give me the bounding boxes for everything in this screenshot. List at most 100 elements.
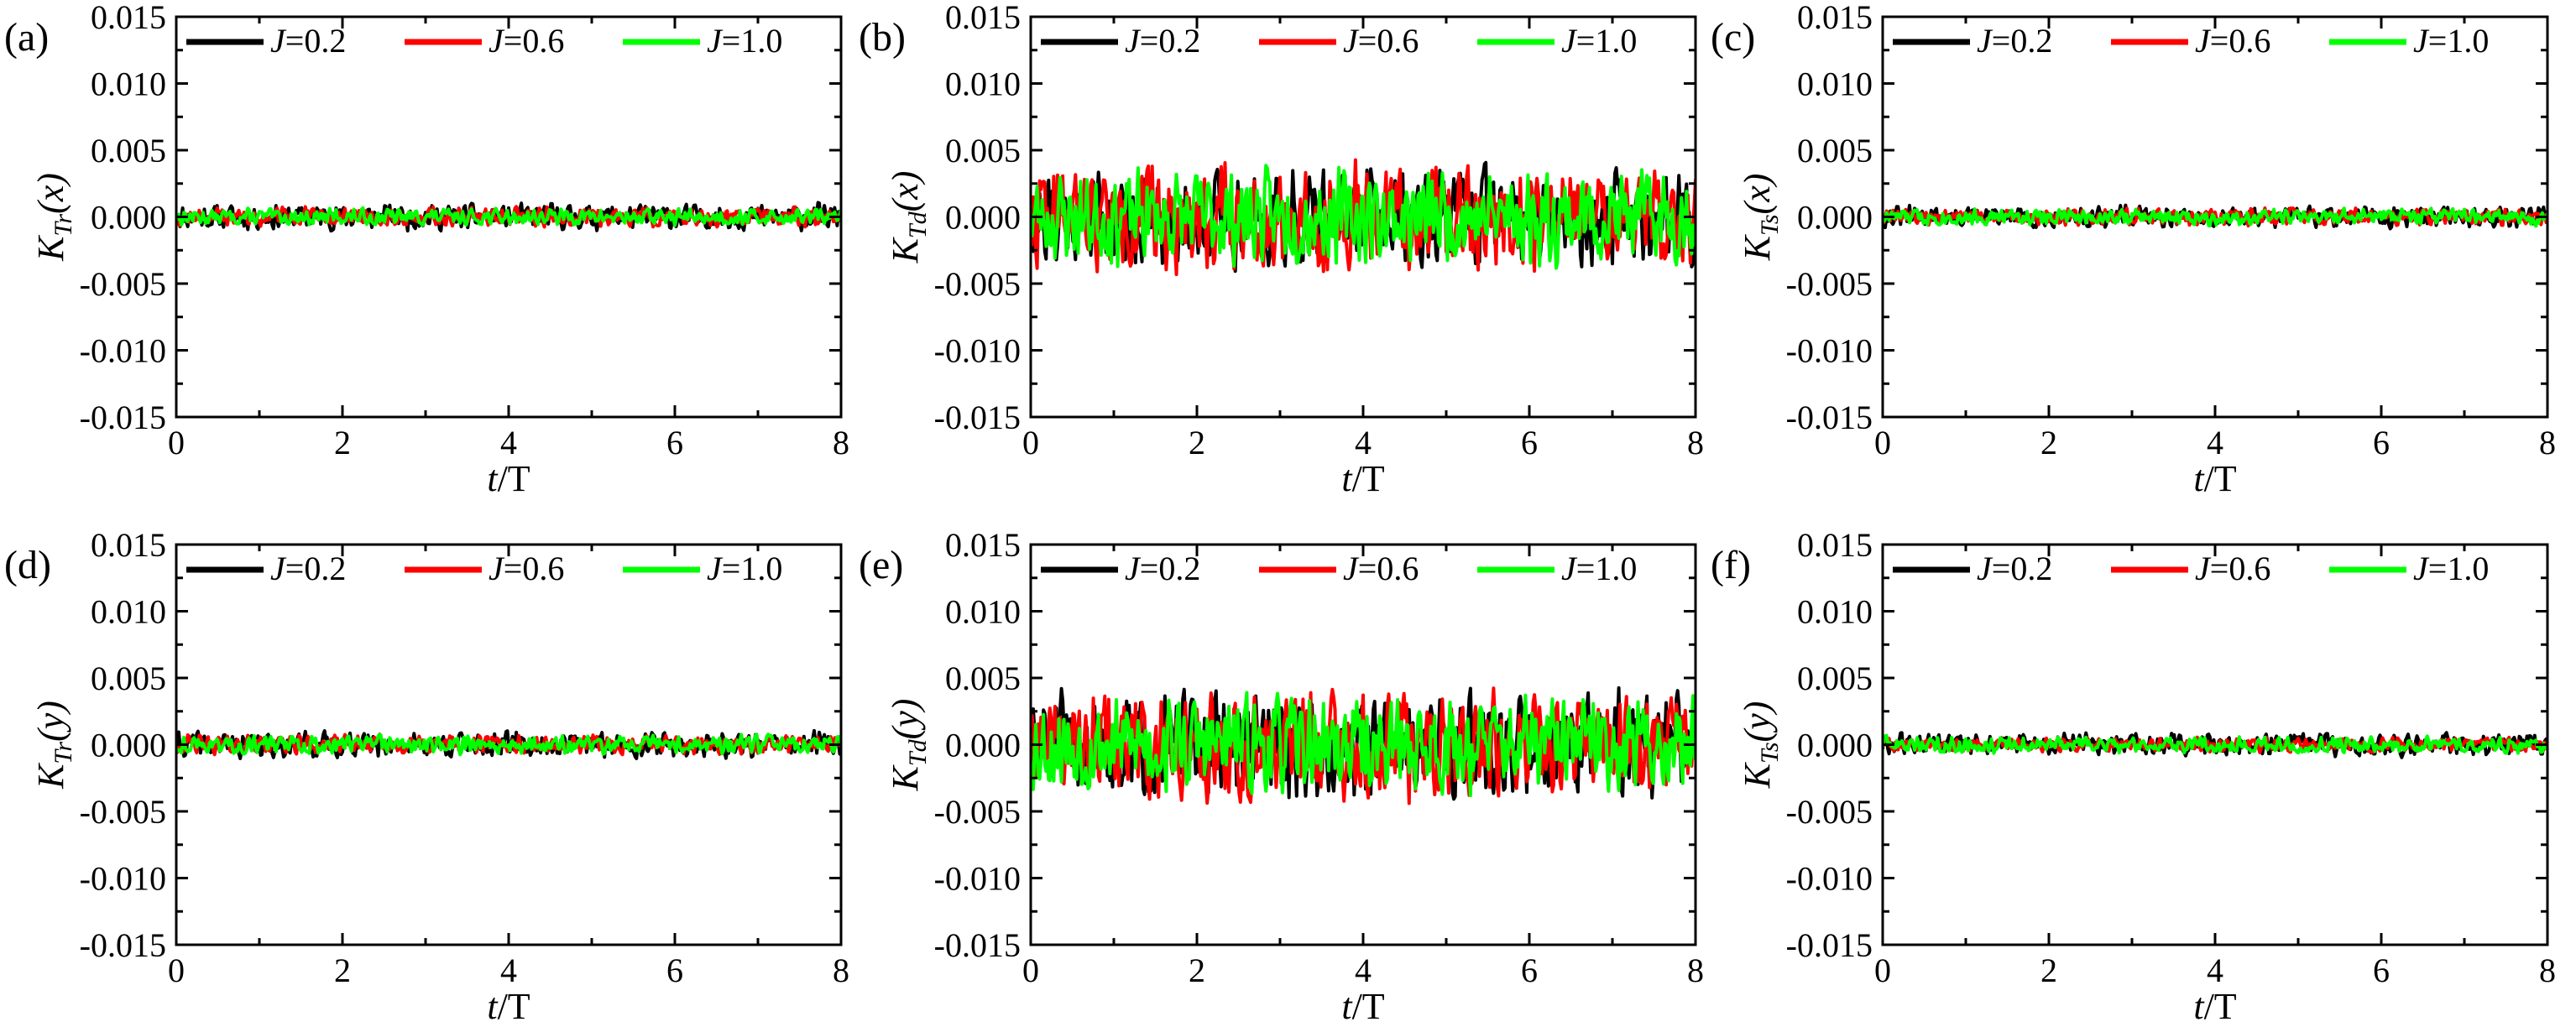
- y-tick-label: 0.010: [91, 593, 166, 631]
- legend: J=0.2 J=0.6 J=1.0: [186, 550, 782, 587]
- legend-label: J=0.2: [270, 550, 346, 587]
- y-tick-label: 0.000: [945, 727, 1021, 764]
- y-tick-label: 0.005: [1797, 132, 1873, 169]
- y-tick-label: 0.015: [91, 526, 166, 564]
- panel-b: -0.015 -0.010 -0.005 0.000 0.005 0.010 0.015 0 2…: [859, 0, 1704, 499]
- x-tick-label: 0: [168, 951, 185, 989]
- y-tick-label: -0.005: [934, 793, 1021, 831]
- x-axis-title: t/T: [2193, 986, 2236, 1027]
- series-group: [1031, 158, 1696, 277]
- y-tick-label: -0.005: [1786, 265, 1873, 303]
- x-tick-label: 2: [2040, 424, 2057, 461]
- y-tick-label: 0.000: [91, 727, 166, 764]
- panel-f: -0.015 -0.010 -0.005 0.000 0.005 0.010 0.015 0 2…: [1711, 526, 2556, 1027]
- y-tick-label: -0.010: [1786, 860, 1873, 898]
- series-line-J10: [176, 732, 841, 757]
- x-tick-label: 2: [334, 424, 351, 461]
- x-tick-label: 2: [334, 951, 351, 989]
- y-axis-title: KTd(x): [885, 171, 932, 264]
- legend: J=0.2 J=0.6 J=1.0: [1893, 22, 2489, 60]
- x-axis-title: t/T: [1341, 458, 1384, 499]
- y-tick-label: 0.015: [1797, 526, 1873, 564]
- legend-label: J=1.0: [1561, 550, 1637, 587]
- legend-label: J=0.6: [489, 22, 564, 60]
- x-tick-label: 0: [1874, 424, 1891, 461]
- x-tick-label: 6: [666, 424, 683, 461]
- x-tick-label: 2: [2040, 951, 2057, 989]
- series-group: [176, 728, 841, 760]
- legend-label: J=0.6: [1343, 22, 1419, 60]
- legend-label: J=0.6: [489, 550, 564, 587]
- y-tick-label: 0.000: [1797, 727, 1873, 764]
- x-axis-title: t/T: [1341, 986, 1384, 1027]
- x-tick-label: 8: [833, 951, 849, 989]
- legend-label: J=0.2: [1977, 550, 2052, 587]
- panel-label: (d): [4, 543, 51, 587]
- series-group: [1031, 686, 1696, 805]
- y-tick-label: -0.005: [1786, 793, 1873, 831]
- y-tick-label: 0.005: [91, 659, 166, 697]
- legend: J=0.2 J=0.6 J=1.0: [1041, 550, 1637, 587]
- panel-d: -0.015 -0.010 -0.005 0.000 0.005 0.010 0.015 0 2…: [4, 526, 849, 1027]
- series-line-J10: [1883, 733, 2547, 755]
- panel-label: (f): [1711, 543, 1751, 587]
- y-axis-title: KTs(y): [1737, 701, 1784, 790]
- x-tick-label: 0: [1022, 424, 1039, 461]
- x-tick-label: 0: [1874, 951, 1891, 989]
- x-tick-label: 6: [2373, 951, 2390, 989]
- x-tick-label: 6: [1521, 424, 1538, 461]
- x-tick-label: 8: [1687, 424, 1704, 461]
- x-axis-title: t/T: [487, 986, 530, 1027]
- series-group: [1883, 731, 2547, 759]
- legend-label: J=1.0: [707, 550, 782, 587]
- x-tick-label: 4: [500, 424, 517, 461]
- legend-label: J=1.0: [707, 22, 782, 60]
- x-tick-label: 8: [2539, 951, 2556, 989]
- legend-label: J=1.0: [2413, 22, 2489, 60]
- x-tick-label: 4: [2207, 951, 2223, 989]
- x-tick-label: 0: [168, 424, 185, 461]
- series-line-J06: [1031, 686, 1696, 805]
- panel-c: -0.015 -0.010 -0.005 0.000 0.005 0.010 0.015 0 2…: [1711, 0, 2556, 499]
- series-line-J10: [1031, 691, 1696, 798]
- series-line-J10: [176, 206, 841, 227]
- x-tick-label: 6: [1521, 951, 1538, 989]
- y-tick-label: -0.005: [80, 793, 166, 831]
- x-tick-label: 8: [833, 424, 849, 461]
- y-axis-title: KTd(y): [885, 699, 932, 792]
- y-tick-label: 0.010: [945, 593, 1021, 631]
- y-tick-label: 0.005: [945, 132, 1021, 169]
- legend: J=0.2 J=0.6 J=1.0: [186, 22, 782, 60]
- legend: J=0.2 J=0.6 J=1.0: [1041, 22, 1637, 60]
- x-tick-label: 4: [2207, 424, 2223, 461]
- panel-label: (a): [4, 15, 49, 60]
- y-tick-label: 0.005: [91, 132, 166, 169]
- x-tick-label: 2: [1189, 951, 1205, 989]
- legend-label: J=0.2: [1125, 550, 1200, 587]
- legend-label: J=0.6: [2195, 550, 2270, 587]
- x-tick-label: 2: [1189, 424, 1205, 461]
- x-tick-label: 6: [2373, 424, 2390, 461]
- legend-label: J=0.2: [1125, 22, 1200, 60]
- x-tick-label: 6: [666, 951, 683, 989]
- y-axis-title: KTr(y): [30, 701, 77, 790]
- x-tick-label: 4: [1355, 424, 1372, 461]
- panel-label: (b): [859, 15, 906, 60]
- y-tick-label: -0.010: [1786, 332, 1873, 370]
- y-tick-label: 0.010: [945, 65, 1021, 103]
- legend: J=0.2 J=0.6 J=1.0: [1893, 550, 2489, 587]
- y-tick-label: -0.015: [934, 399, 1021, 436]
- y-tick-label: 0.015: [945, 0, 1021, 36]
- y-tick-label: 0.005: [945, 659, 1021, 697]
- y-tick-label: 0.015: [945, 526, 1021, 564]
- panel-e: -0.015 -0.010 -0.005 0.000 0.005 0.010 0.015 0 2…: [859, 526, 1704, 1027]
- panel-label: (e): [859, 543, 903, 587]
- panel-label: (c): [1711, 15, 1755, 60]
- x-tick-label: 0: [1022, 951, 1039, 989]
- y-axis-title: KTr(x): [30, 173, 77, 262]
- y-tick-label: 0.000: [945, 199, 1021, 237]
- y-tick-label: -0.015: [80, 399, 166, 436]
- panel-a: -0.015 -0.010 -0.005 0.000 0.005 0.010 0.015 0 2…: [4, 0, 849, 499]
- legend-label: J=0.2: [270, 22, 346, 60]
